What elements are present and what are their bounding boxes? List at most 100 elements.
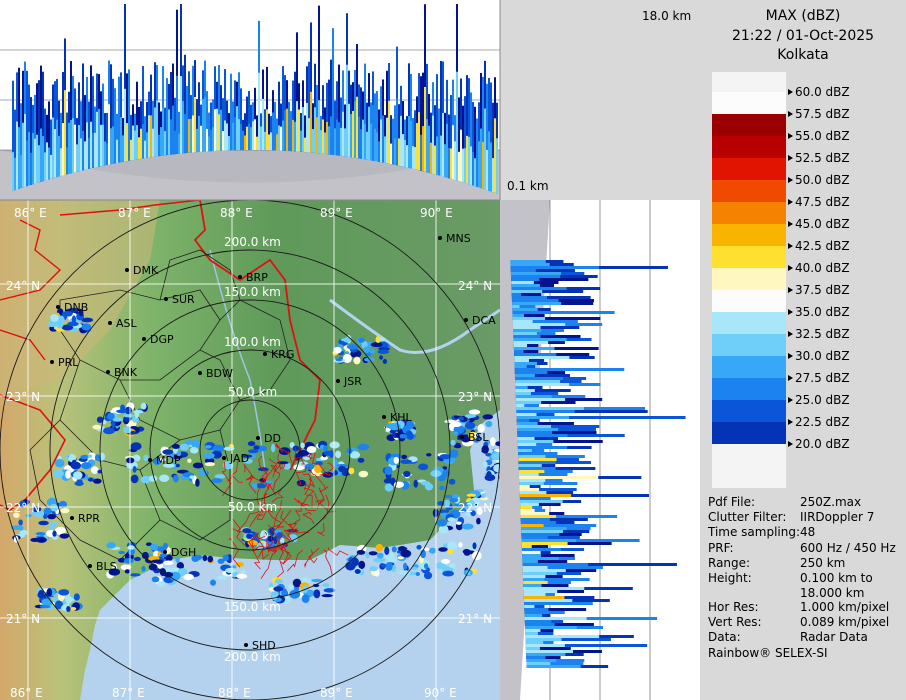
top-projection-bar: [212, 99, 214, 152]
top-projection-bar: [274, 132, 276, 151]
radar-echo: [363, 346, 370, 354]
top-projection-bar: [220, 109, 222, 151]
info-key: Height:: [708, 571, 752, 585]
top-projection-bar: [134, 130, 136, 160]
radar-echo: [106, 542, 117, 549]
radar-echo: [50, 313, 59, 322]
top-projection-bar: [36, 83, 38, 183]
side-projection-bar: [512, 305, 536, 308]
top-projection-bar: [140, 128, 142, 159]
top-projection-bar: [402, 101, 404, 167]
side-projection-bar: [518, 473, 539, 476]
city-marker: [238, 275, 242, 279]
side-projection-bar: [522, 557, 559, 560]
radar-echo: [476, 507, 483, 515]
radar-echo: [436, 519, 448, 527]
radar-echo: [368, 551, 378, 556]
radar-echo: [222, 460, 234, 470]
radar-echo: [338, 465, 346, 473]
radar-echo: [447, 541, 457, 548]
top-projection-bar: [346, 64, 348, 157]
top-projection-bar: [76, 144, 78, 172]
legend-label: 37.5 dBZ: [788, 283, 850, 297]
top-projection-bar: [126, 123, 128, 162]
side-projection-bar: [524, 608, 549, 611]
city-label: DD: [264, 432, 281, 445]
radar-echo: [183, 573, 194, 581]
radar-echo: [349, 451, 361, 459]
info-value: 0.089 km/pixel: [800, 615, 890, 629]
top-projection-bar: [454, 141, 456, 180]
top-projection-bar: [410, 120, 412, 169]
top-projection-bar: [326, 121, 328, 155]
side-projection-bar: [511, 293, 522, 296]
info-value: 600 Hz / 450 Hz: [800, 541, 896, 555]
top-projection-bar: [92, 76, 94, 168]
top-projection-bar: [316, 117, 318, 154]
radar-echo: [441, 558, 451, 564]
urban-boundary: [294, 502, 308, 518]
top-projection-bar: [26, 70, 28, 187]
radar-echo: [267, 535, 274, 542]
urban-boundary: [258, 482, 272, 513]
radar-echo: [357, 457, 365, 463]
top-projection-bar: [466, 135, 468, 184]
info-row: Data: Radar Data: [708, 630, 868, 645]
top-projection-bar: [422, 126, 424, 172]
legend-swatch: [712, 246, 786, 268]
side-projection-bar: [520, 512, 550, 515]
radar-echo: [424, 563, 429, 570]
radar-echo: [369, 566, 378, 572]
top-projection-bar: [158, 102, 160, 157]
radar-echo: [311, 578, 323, 583]
top-projection-bar: [490, 142, 492, 192]
radar-echo: [399, 433, 408, 439]
side-projection-bar: [515, 389, 571, 392]
radar-echo: [297, 449, 310, 457]
top-projection-bar: [462, 148, 464, 183]
top-projection-bar: [448, 147, 450, 179]
top-projection-bar: [138, 137, 140, 160]
legend-label: 57.5 dBZ: [788, 107, 850, 121]
top-projection-bar: [80, 138, 82, 171]
urban-boundary: [300, 487, 315, 508]
side-projection-bar: [514, 371, 548, 374]
radar-echo: [247, 449, 259, 454]
side-projection-bar: [520, 506, 533, 509]
legend-label: 30.0 dBZ: [788, 349, 850, 363]
radar-echo: [202, 555, 208, 562]
urban-boundary: [288, 527, 310, 535]
top-projection-bar: [436, 74, 438, 175]
top-projection-bar: [240, 88, 242, 151]
top-projection-bar: [164, 131, 166, 156]
top-projection-bar: [88, 101, 90, 169]
side-projection-bar: [510, 266, 600, 269]
radar-echo: [47, 513, 57, 520]
top-projection-bar: [266, 109, 268, 151]
side-projection-bar: [521, 539, 577, 542]
radar-echo: [92, 478, 102, 484]
top-projection-bar: [174, 97, 176, 155]
side-projection-bar: [517, 437, 558, 440]
radar-echo: [277, 461, 289, 465]
radar-echo: [403, 562, 408, 570]
top-projection-bar: [74, 124, 76, 173]
info-row: Hor Res: 1.000 km/pixel: [708, 600, 889, 615]
city-label: MNS: [446, 232, 471, 245]
legend-swatch: [712, 312, 786, 334]
top-projection-bar: [276, 134, 278, 151]
info-row: Vert Res: 0.089 km/pixel: [708, 615, 889, 630]
info-row: 18.000 km: [708, 586, 864, 601]
top-projection-bar: [414, 147, 416, 170]
side-projection-bar: [519, 476, 599, 479]
top-projection-bar: [226, 123, 228, 151]
radar-echo: [397, 556, 405, 560]
top-projection-bar: [124, 88, 126, 162]
side-projection-bar: [514, 356, 570, 359]
radar-echo: [187, 458, 192, 463]
legend-swatch: [712, 180, 786, 202]
top-projection-bar: [334, 128, 336, 156]
top-projection-bar: [22, 122, 24, 188]
top-projection-bar: [90, 65, 92, 169]
